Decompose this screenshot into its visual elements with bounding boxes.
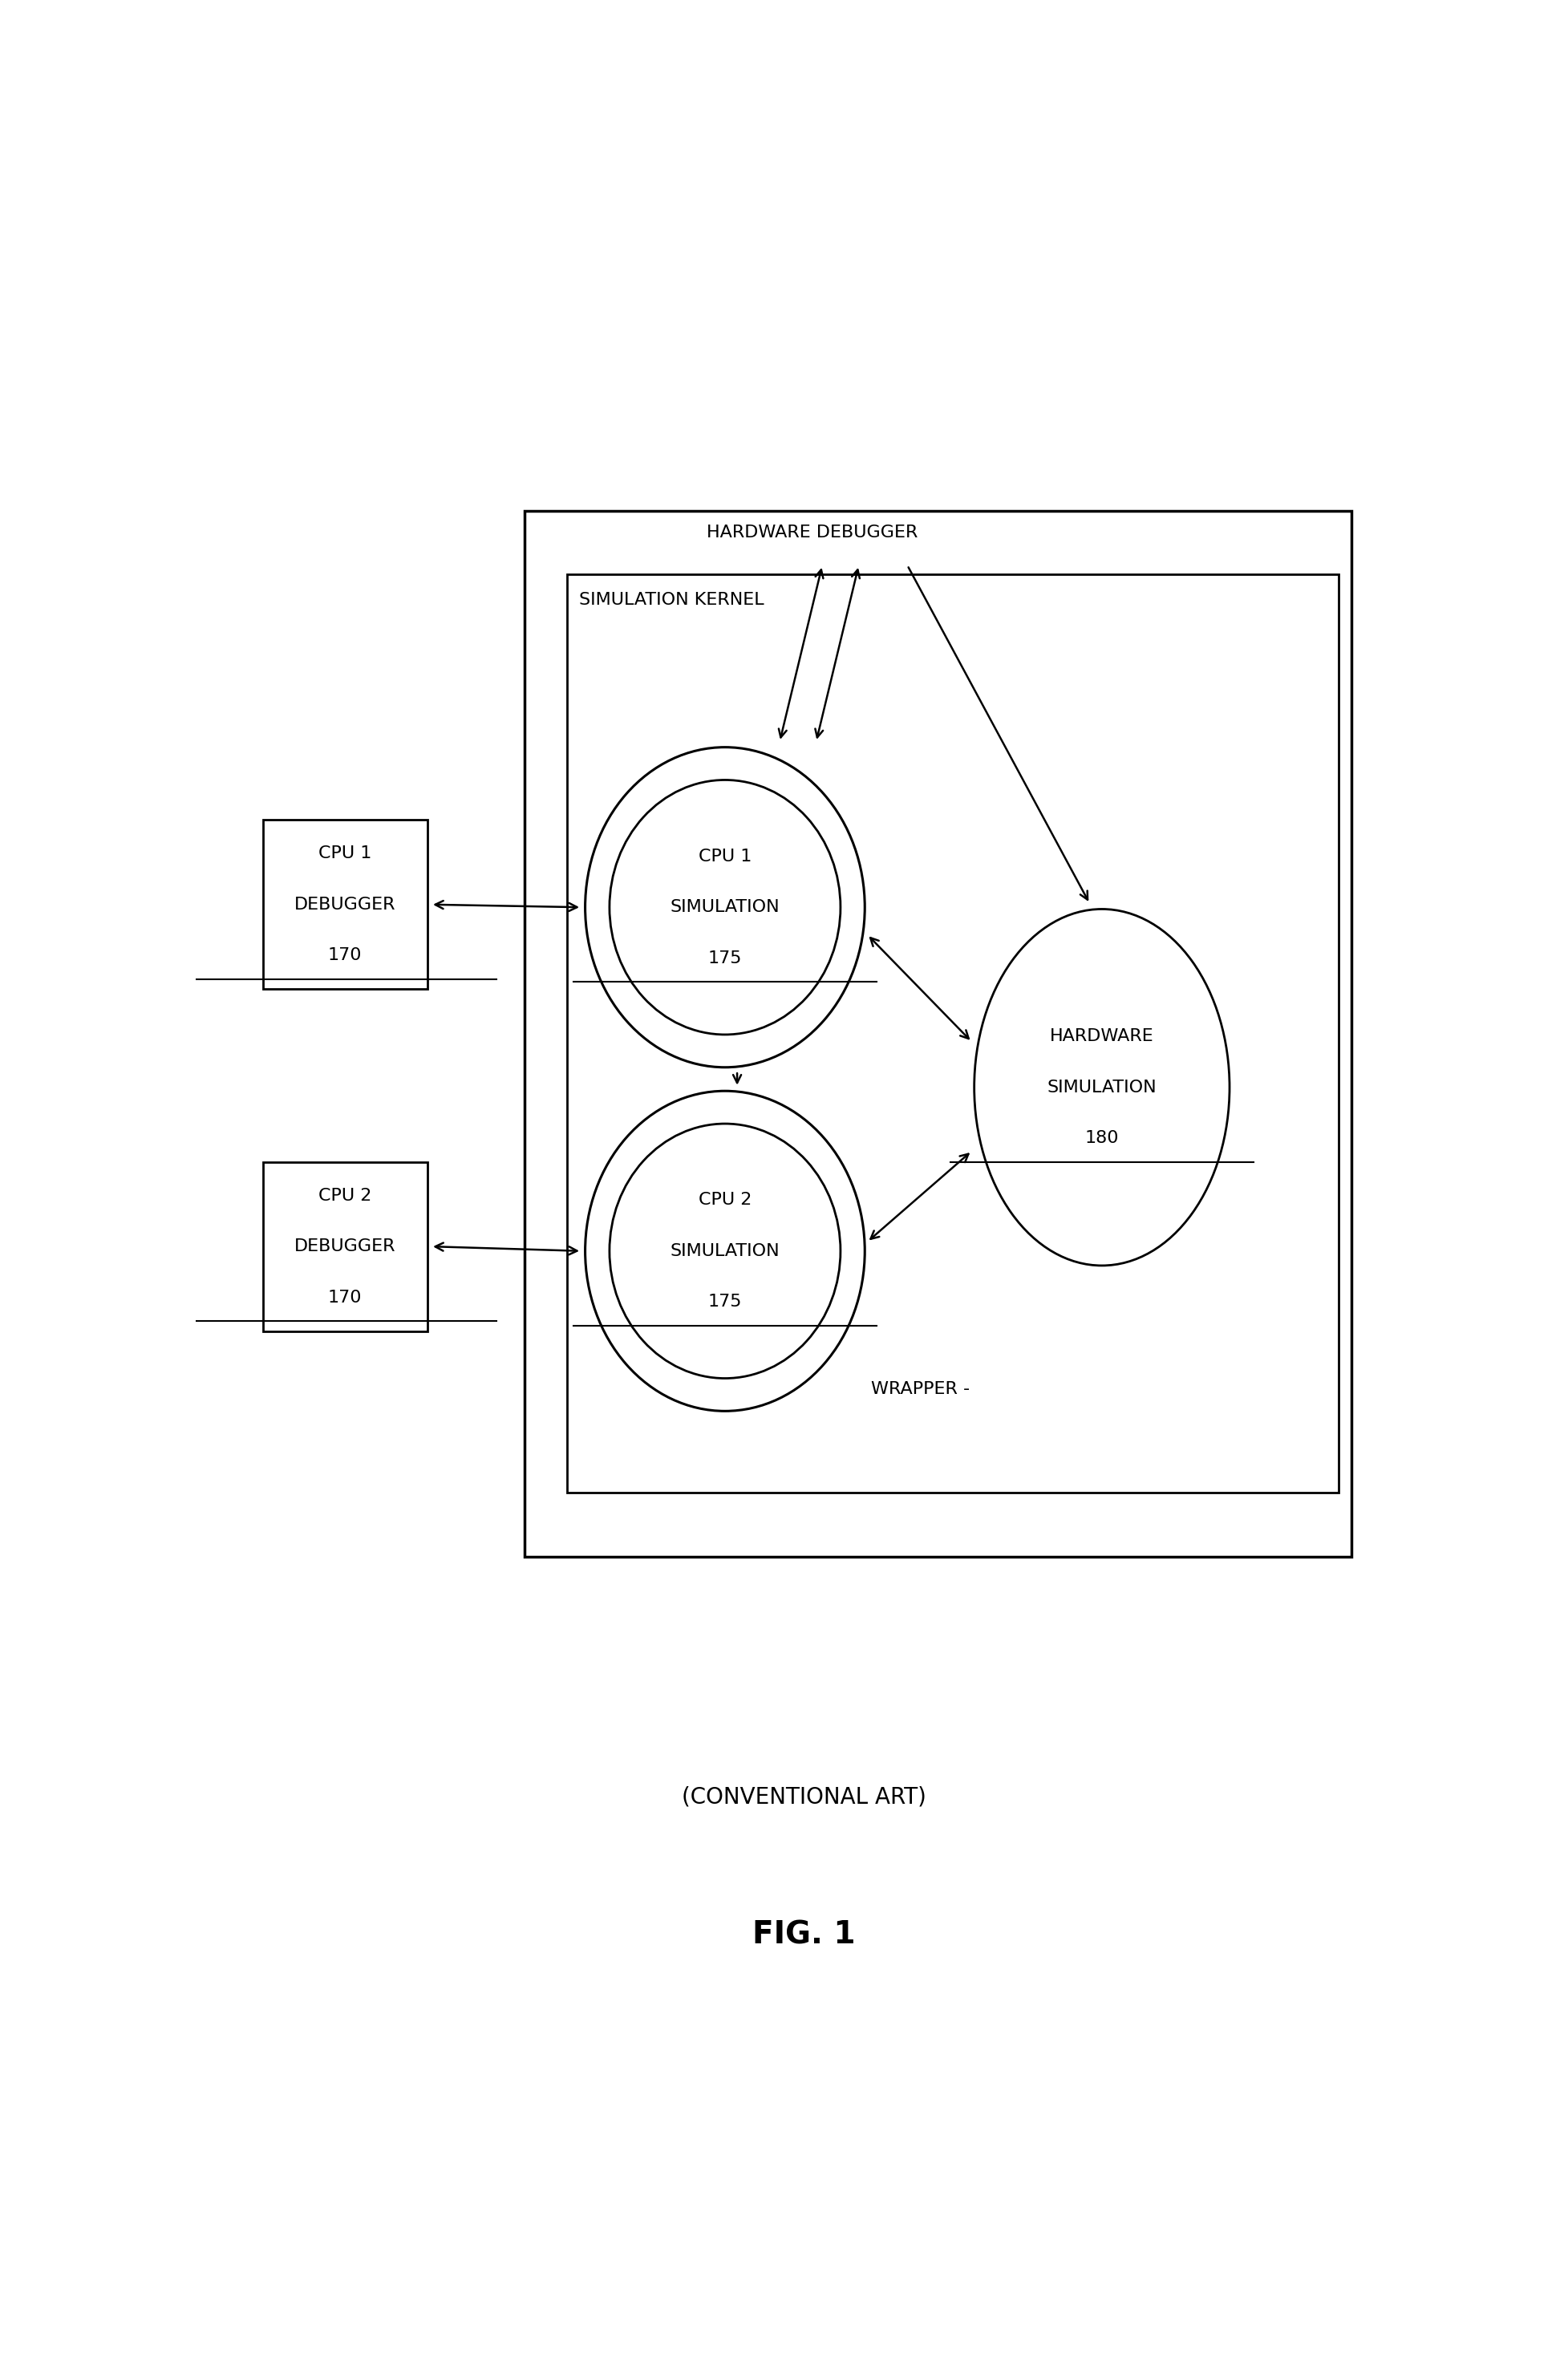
Text: SIMULATION: SIMULATION bbox=[670, 1242, 779, 1259]
Text: 175: 175 bbox=[707, 950, 742, 966]
Text: DEBUGGER: DEBUGGER bbox=[295, 898, 395, 912]
Text: CPU 2: CPU 2 bbox=[698, 1193, 751, 1207]
Text: 170: 170 bbox=[328, 1290, 362, 1306]
Bar bbox=[263, 1162, 426, 1332]
Text: HARDWARE DEBUGGER: HARDWARE DEBUGGER bbox=[706, 524, 924, 541]
Bar bbox=[263, 820, 426, 990]
Ellipse shape bbox=[608, 1124, 840, 1379]
Text: 175: 175 bbox=[707, 1294, 742, 1311]
Ellipse shape bbox=[608, 779, 840, 1035]
Text: 170: 170 bbox=[328, 947, 362, 964]
Text: SIMULATION KERNEL: SIMULATION KERNEL bbox=[579, 593, 770, 607]
Ellipse shape bbox=[974, 909, 1229, 1266]
Text: SIMULATION: SIMULATION bbox=[1046, 1079, 1156, 1096]
Text: HARDWARE: HARDWARE bbox=[1049, 1027, 1154, 1044]
Text: FIG. 1: FIG. 1 bbox=[753, 1920, 855, 1951]
Ellipse shape bbox=[585, 1091, 864, 1410]
Text: 180: 180 bbox=[1085, 1131, 1118, 1146]
Text: SIMULATION: SIMULATION bbox=[670, 900, 779, 916]
Bar bbox=[566, 574, 1339, 1493]
Text: DEBUGGER: DEBUGGER bbox=[295, 1238, 395, 1254]
Text: CPU 1: CPU 1 bbox=[318, 846, 372, 862]
Text: CPU 1: CPU 1 bbox=[698, 848, 751, 864]
Text: CPU 2: CPU 2 bbox=[318, 1188, 372, 1205]
Text: WRAPPER -: WRAPPER - bbox=[870, 1382, 975, 1398]
Text: (CONVENTIONAL ART): (CONVENTIONAL ART) bbox=[682, 1786, 925, 1807]
Bar bbox=[524, 510, 1350, 1557]
Ellipse shape bbox=[585, 746, 864, 1068]
